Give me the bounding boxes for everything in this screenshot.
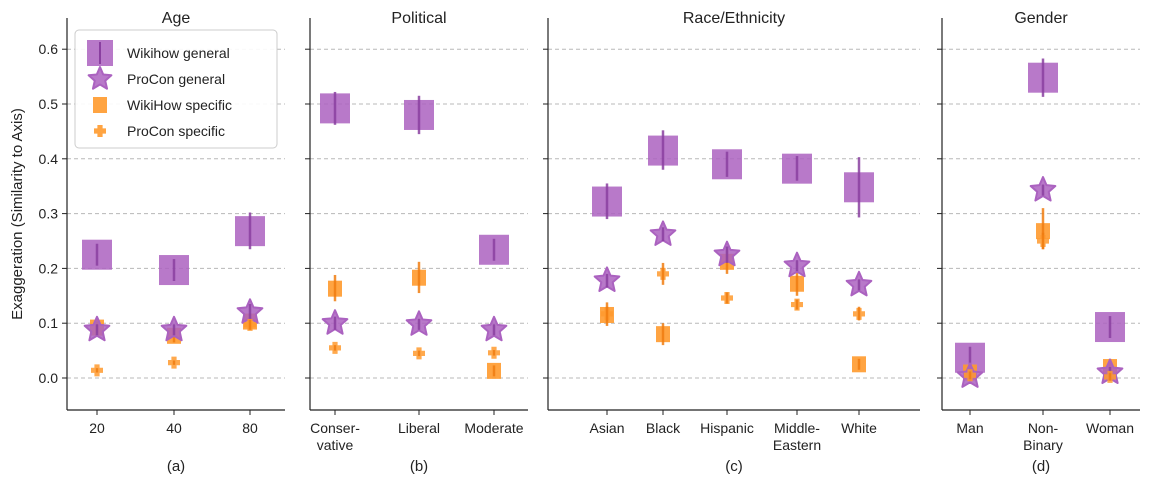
y-tick-label: 0.4 (39, 151, 59, 167)
panel-title: Age (162, 10, 191, 27)
panel-title: Gender (1014, 10, 1068, 27)
x-tick-label: Non-Binary (1023, 420, 1063, 453)
x-tick-label: Conser-vative (310, 420, 360, 453)
legend-box (74, 29, 278, 149)
y-tick-label: 0.0 (39, 370, 59, 386)
x-tick-label: Man (956, 420, 983, 436)
panel-caption: (d) (1032, 458, 1050, 475)
y-tick-label: 0.5 (39, 96, 59, 112)
x-tick-label: 40 (166, 420, 182, 436)
panel-caption: (b) (410, 458, 428, 475)
legend-label: Wikihow general (127, 45, 230, 61)
x-tick-label: Black (646, 420, 681, 436)
panel-title: Race/Ethnicity (683, 10, 785, 27)
y-tick-label: 0.2 (39, 260, 59, 276)
y-tick-label: 0.1 (39, 315, 59, 331)
panel-age: 0.0 0.1 0.2 0.3 0.4 0.5 0.6 Age 20 40 80 (a) (39, 10, 285, 475)
x-tick-label: 80 (242, 420, 258, 436)
panel-race-ethnicity: Race/Ethnicity Asian Black Hispanic Middle-E… (543, 10, 920, 475)
x-tick-label: Liberal (398, 420, 440, 436)
y-tick-label: 0.6 (39, 41, 59, 57)
x-tick-label: Hispanic (700, 420, 754, 436)
legend-marker (87, 66, 113, 90)
panel-caption: (a) (167, 458, 185, 475)
panel-caption: (c) (725, 458, 743, 475)
legend-label: ProCon specific (127, 123, 225, 139)
legend: Wikihow general ProCon general WikiHow spe… (74, 29, 278, 149)
x-tick-label: Middle-Eastern (773, 420, 821, 453)
x-tick-label: 20 (89, 420, 105, 436)
y-axis-label: Exaggeration (Similarity to Axis) (9, 108, 26, 320)
x-tick-label: White (841, 420, 877, 436)
legend-marker (93, 97, 107, 113)
legend-label: ProCon general (127, 71, 225, 87)
panel-gender: Gender Man Non-Binary Woman (d) (937, 10, 1140, 475)
y-tick-label: 0.3 (39, 206, 59, 222)
legend-label: WikiHow specific (127, 97, 232, 113)
x-tick-label: Asian (589, 420, 624, 436)
panel-title: Political (391, 10, 446, 27)
x-tick-label: Moderate (464, 420, 523, 436)
panel-political: Political Conser-vative Liberal Moderate (b) (305, 10, 528, 475)
x-tick-label: Woman (1086, 420, 1134, 436)
legend-marker (94, 125, 106, 137)
